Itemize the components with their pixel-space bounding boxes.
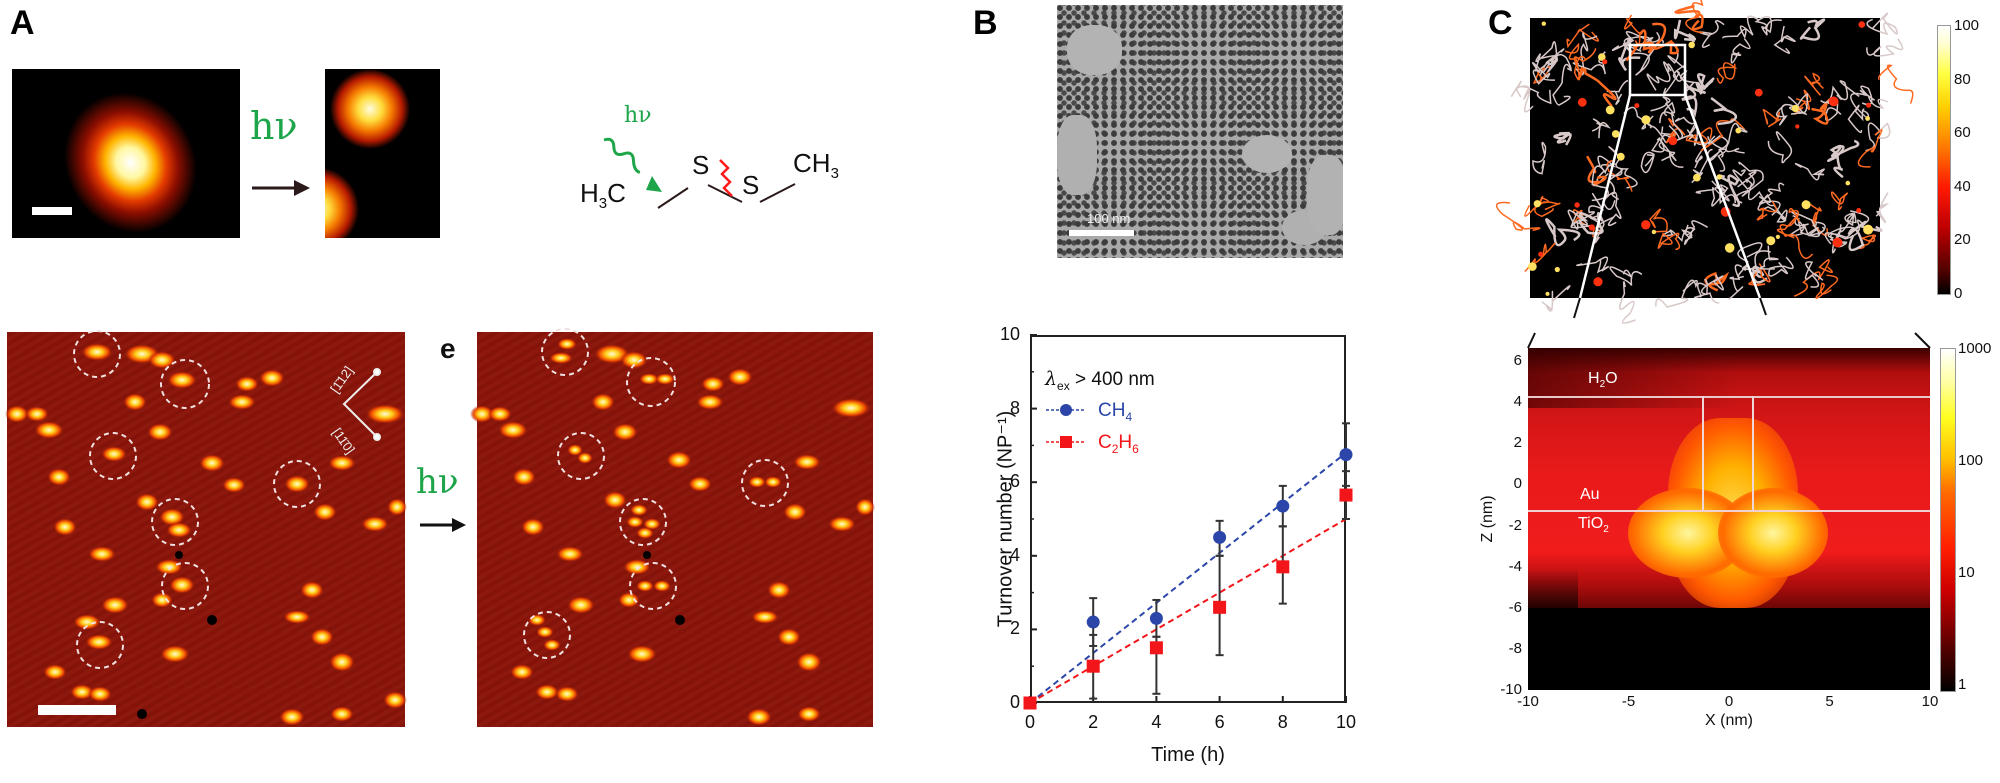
- scale-bar: [38, 705, 116, 715]
- bottom-colorbar-tick: 10: [1958, 564, 1975, 581]
- y-tick-label: 10: [999, 324, 1020, 344]
- top-colorbar-tick: 60: [1954, 124, 1971, 142]
- c-y-tick: -6: [1508, 598, 1522, 616]
- legend-ch4: CH4: [1098, 400, 1133, 424]
- stm-single-molecule-after: [325, 69, 440, 238]
- y-tick-label: 2: [1009, 618, 1020, 639]
- y-tick-label: 4: [1009, 544, 1020, 565]
- bond-cleavage-icon: [719, 159, 733, 197]
- c-y-axis-title: Z (nm): [1479, 495, 1496, 543]
- x-tick-label: 4: [1151, 712, 1162, 732]
- c-y-tick: -10: [1500, 681, 1522, 698]
- x-tick-label: 0: [1024, 712, 1036, 732]
- tio2-interface-line: [1528, 510, 1930, 512]
- c-y-tick: 4: [1513, 393, 1522, 411]
- y-tick-label: 0: [1009, 692, 1020, 712]
- molecule-group-right: CH3: [793, 148, 839, 183]
- chart-x-axis-title: Time (h): [1151, 744, 1225, 766]
- chart-annotation: λex > 400 nm: [1045, 368, 1155, 393]
- hv-label: hν: [250, 104, 298, 148]
- scale-bar: [1069, 230, 1134, 236]
- molecule-group-left: H3C: [580, 178, 626, 213]
- stm-features-after: [470, 328, 875, 726]
- cross-section-field-map: H2O Au TiO2: [1528, 348, 1930, 690]
- photon-wave-icon: [603, 137, 641, 174]
- zoom-box: [1628, 43, 1687, 97]
- x-tick-label: 6: [1214, 712, 1225, 732]
- sublabel-e: e: [440, 333, 456, 364]
- bottom-colorbar-tick: 100: [1958, 452, 1984, 469]
- stm-single-molecule-before: [12, 69, 240, 238]
- c-x-tick: -10: [1517, 693, 1539, 710]
- sulfur-atom-1: S: [692, 150, 710, 180]
- c-y-tick: 6: [1513, 352, 1522, 369]
- hv-label-2: hν: [416, 462, 459, 502]
- panel-label-a: A: [10, 4, 35, 42]
- au-edge-left: [1702, 396, 1704, 510]
- tem-micrograph: 100 nm: [1057, 5, 1343, 258]
- c-x-tick: 0: [1724, 693, 1734, 710]
- y-tick-label: 8: [1009, 397, 1020, 418]
- x-tick-label: 8: [1277, 712, 1288, 732]
- hv-small-label: hν: [624, 103, 652, 128]
- stm-features-before: [1̄12] [11̄0]: [5, 330, 407, 726]
- panel-label-c: C: [1488, 4, 1513, 42]
- au-edge-right: [1752, 396, 1754, 510]
- sulfur-atom-2: S: [742, 170, 760, 200]
- legend-c2h6: C2H6: [1098, 432, 1139, 456]
- label-au: Au: [1580, 486, 1600, 503]
- top-colorbar-tick: 20: [1954, 231, 1971, 249]
- dimethyl-disulfide-diagram: hν: [603, 103, 796, 209]
- bottom-colorbar-tick: 1: [1958, 676, 1967, 693]
- bottom-colorbar: [1940, 348, 1956, 692]
- c-y-tick: -4: [1508, 557, 1522, 575]
- top-colorbar: [1937, 25, 1951, 295]
- top-colorbar-tick: 100: [1954, 17, 1980, 34]
- c-y-tick: -2: [1508, 516, 1522, 534]
- c-y-tick: -8: [1508, 639, 1522, 657]
- c-x-tick: 10: [1921, 693, 1939, 710]
- h2o-interface-line: [1528, 396, 1930, 398]
- crystal-axes-icon: [342, 368, 381, 441]
- label-tio2: TiO2: [1578, 515, 1609, 536]
- scale-bar-label: 100 nm: [1087, 211, 1131, 226]
- scale-bar: [32, 207, 72, 215]
- c-x-tick: 5: [1825, 693, 1834, 710]
- x-tick-label: 2: [1088, 712, 1099, 732]
- c-y-tick: 0: [1513, 475, 1522, 493]
- c-y-tick: 2: [1513, 434, 1522, 452]
- panel-label-b: B: [973, 4, 998, 42]
- c-x-tick: -5: [1621, 693, 1636, 710]
- bottom-colorbar-tick: 1000: [1958, 340, 1992, 357]
- top-colorbar-tick: 80: [1954, 70, 1971, 88]
- top-colorbar-tick: 40: [1954, 177, 1971, 195]
- c-x-axis-title: X (nm): [1705, 712, 1753, 729]
- top-colorbar-tick: 0: [1954, 285, 1963, 302]
- x-tick-label: 10: [1335, 712, 1357, 732]
- y-tick-label: 6: [1009, 471, 1020, 492]
- reaction-arrow-icon: [252, 180, 310, 196]
- reaction-arrow-icon-2: [420, 518, 466, 532]
- label-h2o: H2O: [1588, 370, 1618, 391]
